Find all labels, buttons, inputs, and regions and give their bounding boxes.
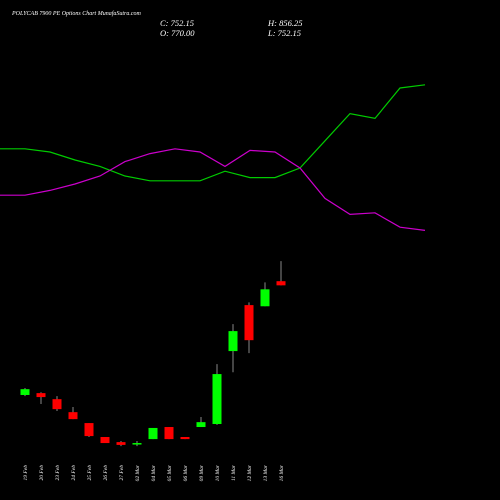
x-tick-label: 16 Mar — [279, 464, 285, 481]
open-label: O: 770.00 — [160, 28, 195, 38]
x-tick-label: 24 Feb — [70, 465, 77, 481]
candle-body — [84, 423, 94, 437]
indicator-line — [0, 84, 426, 182]
candle-body — [244, 305, 254, 341]
indicator-line — [0, 148, 426, 231]
candle-body — [100, 437, 110, 444]
candle-body — [196, 422, 206, 428]
x-tick-label: 13 Mar — [263, 464, 269, 481]
x-tick-label: 02 Mar — [135, 464, 141, 481]
candle-body — [20, 389, 30, 395]
x-tick-label: 23 Feb — [55, 465, 61, 481]
candle-body — [180, 437, 190, 440]
candle-body — [212, 374, 222, 425]
x-tick-label: 10 Mar — [215, 464, 221, 481]
candle-body — [68, 412, 78, 420]
x-tick-label: 26 Feb — [103, 465, 109, 481]
x-tick-label: 19 Feb — [23, 465, 29, 481]
candle-body — [52, 399, 62, 410]
x-tick-label: 12 Mar — [247, 464, 253, 481]
chart-title: POLYCAB 7900 PE Options Chart MunafaSutr… — [11, 10, 142, 17]
candle-body — [148, 427, 158, 440]
candle-body — [260, 289, 270, 307]
x-tick-label: 06 Mar — [183, 464, 189, 481]
candle-body — [36, 393, 46, 398]
x-tick-label: 09 Mar — [199, 464, 205, 481]
candle-body — [228, 331, 238, 352]
close-label: C: 752.15 — [160, 18, 194, 28]
x-tick-label: 11 Mar — [231, 464, 237, 481]
candle-body — [116, 442, 126, 445]
x-tick-label: 05 Mar — [167, 464, 173, 481]
candle-body — [164, 427, 174, 440]
x-tick-label: 27 Feb — [119, 465, 125, 481]
low-label: L: 752.15 — [267, 28, 301, 38]
x-tick-label: 04 Mar — [150, 464, 157, 481]
x-tick-label: 20 Feb — [39, 465, 45, 481]
candle-body — [132, 443, 142, 445]
candle-body — [276, 281, 286, 286]
high-label: H: 856.25 — [267, 18, 302, 28]
x-tick-label: 25 Feb — [87, 465, 93, 481]
